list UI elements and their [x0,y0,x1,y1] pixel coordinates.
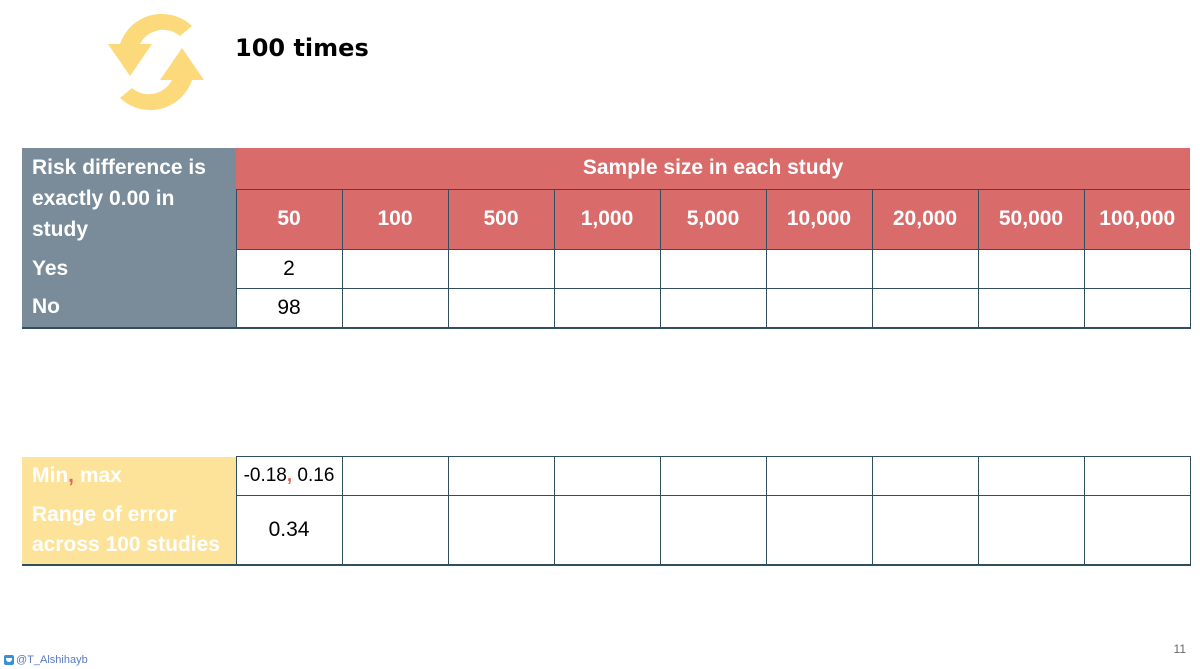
table-cell [765,287,873,329]
error-table: Min, max -0.18, 0.16 Range of error acro… [22,456,1191,566]
table-cell [1083,456,1191,496]
table-cell [659,287,767,329]
table-cell [659,248,767,289]
table-cell [977,248,1085,289]
table-cell [447,495,555,566]
size-header: 10,000 [765,188,872,249]
size-header: 500 [447,188,554,249]
size-header: 50 [235,188,342,249]
table-cell: 98 [235,287,343,329]
table-cell [871,495,979,566]
size-header: 50,000 [977,188,1084,249]
risk-difference-header: Risk difference is exactly 0.00 in study [22,148,236,249]
size-header: 1,000 [553,188,660,249]
min-label: Min [32,464,69,487]
table-cell [447,287,555,329]
table-cell [765,456,873,496]
min-max-label: Min, max [22,456,236,496]
results-table: Risk difference is exactly 0.00 in study… [22,148,1191,329]
min-max-separator: , [68,464,74,487]
table-cell [1083,248,1191,289]
range-of-error-value: 0.34 [235,495,343,566]
min-max-value: -0.18, 0.16 [235,456,343,496]
table-cell [659,495,767,566]
table-cell [341,248,449,289]
table-cell [977,287,1085,329]
table-cell [871,248,979,289]
table-row: No 98 [22,287,1191,329]
table-cell [765,495,873,566]
row-label-no: No [22,288,236,329]
table-cell [765,248,873,289]
table-cell [977,456,1085,496]
table-cell [341,495,449,566]
table-cell [447,248,555,289]
table-cell [1083,495,1191,566]
table-cell [553,248,661,289]
size-header: 100 [341,188,448,249]
table-row: Range of error across 100 studies 0.34 [22,495,1191,566]
min-max-value-separator: , [286,465,293,486]
size-header: 5,000 [659,188,766,249]
table-cell [553,495,661,566]
size-header: 100,000 [1083,188,1190,249]
table-cell [447,456,555,496]
max-value: 0.16 [292,465,335,486]
row-label-yes: Yes [22,249,236,288]
range-of-error-label: Range of error across 100 studies [22,495,236,566]
twitter-handle: @T_Alshihayb [16,654,88,666]
table-cell [871,456,979,496]
table-cell [1083,287,1191,329]
sample-size-header: Sample size in each study [236,148,1190,190]
table-cell [659,456,767,496]
refresh-icon [108,13,204,111]
table-cell [553,456,661,496]
min-value: -0.18 [243,465,287,486]
size-header: 20,000 [871,188,978,249]
page-number: 11 [1173,642,1186,656]
table-cell [553,287,661,329]
slide-title: 100 times [235,34,369,62]
max-label: max [74,464,122,487]
table-row: Yes 2 [22,248,1191,289]
table-cell [341,287,449,329]
table-cell [341,456,449,496]
table-cell [871,287,979,329]
table-cell [977,495,1085,566]
footer: @T_Alshihayb [4,654,88,666]
table-cell: 2 [235,248,343,289]
twitter-icon [4,655,14,665]
table-row: Min, max -0.18, 0.16 [22,456,1191,496]
